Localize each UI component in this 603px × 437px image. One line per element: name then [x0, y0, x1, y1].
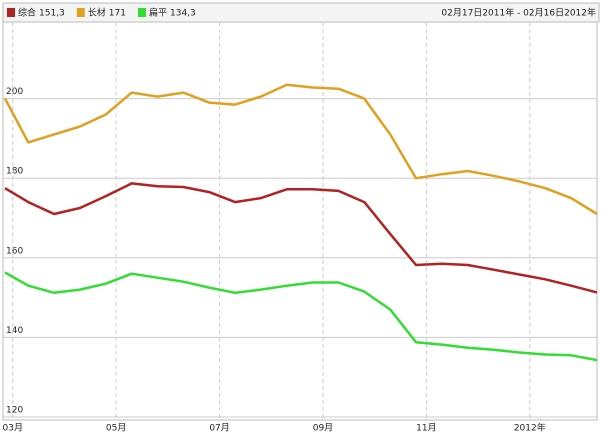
legend-swatch — [7, 8, 15, 17]
legend-name: 扁平 — [149, 7, 167, 19]
y-tick-label: 200 — [6, 87, 23, 97]
legend-value: 171 — [109, 9, 126, 19]
x-tick-label: 11月 — [416, 423, 436, 434]
legend-name: 长材 — [88, 7, 106, 19]
series-line — [3, 83, 598, 216]
x-tick-label: 03月 — [3, 423, 23, 434]
date-range: 02月17日2011年 - 02月16日2012年 — [441, 7, 596, 19]
legend-value: 134,3 — [170, 9, 196, 19]
x-tick-label: 07月 — [209, 423, 229, 434]
series-line — [4, 182, 598, 294]
legend-name: 综合 — [18, 7, 36, 19]
series-line — [4, 271, 598, 362]
y-tick-label: 160 — [6, 246, 23, 256]
y-tick-label: 120 — [6, 406, 23, 416]
plot-frame — [2, 21, 598, 421]
legend-swatch — [76, 8, 85, 17]
x-tick-label: 09月 — [313, 423, 333, 434]
y-tick-label: 140 — [6, 326, 23, 336]
legend-value: 151,3 — [39, 9, 65, 19]
y-tick-label: 180 — [6, 167, 23, 177]
x-tick-label: 2012年 — [514, 422, 546, 434]
x-tick-label: 05月 — [106, 423, 126, 434]
legend-swatch — [137, 8, 146, 17]
